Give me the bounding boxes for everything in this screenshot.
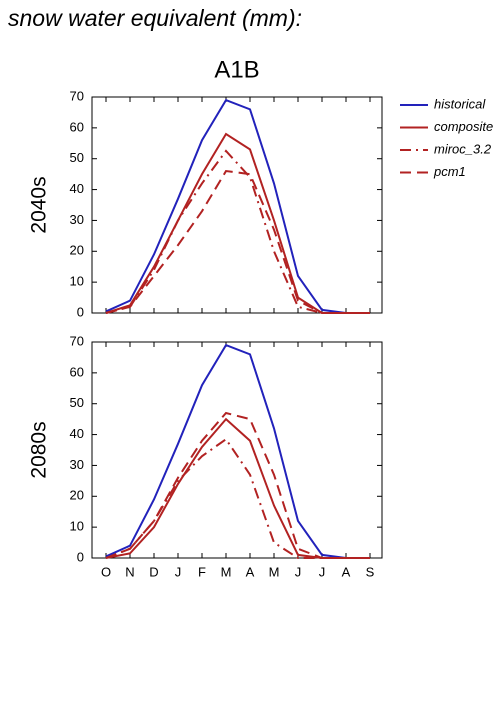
y-tick-label: 10 — [70, 519, 84, 534]
x-tick-label: A — [342, 564, 351, 579]
x-tick-label: J — [319, 564, 326, 579]
y-tick-label: 40 — [70, 426, 84, 441]
x-tick-label: N — [125, 564, 134, 579]
plot-frame — [91, 96, 383, 314]
y-tick-label: 40 — [70, 181, 84, 196]
y-tick-label: 20 — [70, 488, 84, 503]
series-line — [105, 343, 370, 559]
chart-title: snow water equivalent (mm): — [8, 5, 302, 31]
y-tick-label: 50 — [70, 395, 84, 410]
x-tick-label: J — [295, 564, 302, 579]
x-tick-label: F — [198, 564, 206, 579]
series-line — [105, 149, 370, 314]
x-tick-label: O — [101, 564, 111, 579]
y-tick-label: 10 — [70, 274, 84, 289]
legend-label: historical — [434, 96, 486, 111]
x-tick-label: M — [269, 564, 280, 579]
y-tick-label: 20 — [70, 243, 84, 258]
y-tick-label: 70 — [70, 333, 84, 348]
series-line — [105, 437, 370, 559]
legend-label: composite — [434, 119, 493, 134]
series-line — [105, 169, 370, 314]
y-tick-label: 30 — [70, 212, 84, 227]
legend-label: miroc_3.2 — [434, 141, 492, 156]
series-line — [105, 417, 370, 559]
x-tick-label: M — [221, 564, 232, 579]
plot-frame — [91, 341, 383, 559]
y-tick-label: 0 — [77, 304, 84, 319]
y-tick-label: 50 — [70, 150, 84, 165]
y-tick-label: 0 — [77, 549, 84, 564]
y-tick-label: 60 — [70, 364, 84, 379]
series-line — [105, 98, 370, 314]
y-tick-label: 70 — [70, 88, 84, 103]
x-tick-label: D — [149, 564, 158, 579]
y-axis-label: 2040s — [28, 176, 51, 233]
y-tick-label: 60 — [70, 119, 84, 134]
series-line — [105, 411, 370, 559]
legend-label: pcm1 — [433, 164, 466, 179]
x-tick-label: A — [246, 564, 255, 579]
y-tick-label: 30 — [70, 457, 84, 472]
chart-subtitle: A1B — [214, 56, 259, 83]
series-line — [105, 132, 370, 314]
x-tick-label: J — [175, 564, 182, 579]
y-axis-label: 2080s — [28, 421, 51, 478]
x-tick-label: S — [366, 564, 375, 579]
